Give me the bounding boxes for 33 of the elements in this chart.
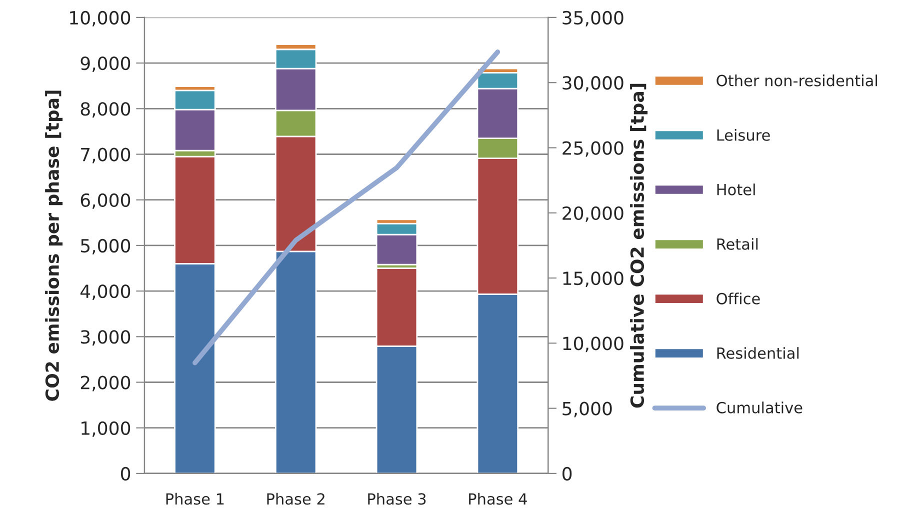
y2-tick-label: 20,000 bbox=[562, 206, 624, 222]
y-tick-label: 0 bbox=[120, 466, 130, 481]
y2-tick-label: 10,000 bbox=[563, 336, 624, 352]
y-tick-label: 7,000 bbox=[81, 148, 130, 164]
x-tick-label: Phase 2 bbox=[267, 492, 324, 505]
y2-tick-label: 35,000 bbox=[562, 10, 624, 26]
legend-label: Residential bbox=[717, 347, 799, 359]
y2-axis-title: Cumulative CO2 emissions [tpa] bbox=[630, 84, 648, 408]
y-tick-label: 2,000 bbox=[80, 376, 130, 392]
legend-label: Leisure bbox=[717, 129, 770, 141]
line-series bbox=[192, 50, 500, 366]
y-tick-label: 6,000 bbox=[80, 193, 130, 209]
y2-tick-label: 5,000 bbox=[562, 402, 612, 418]
x-tick-label: Phase 1 bbox=[166, 492, 224, 505]
y-tick-label: 8,000 bbox=[80, 102, 130, 118]
y2-tick-label: 0 bbox=[562, 466, 572, 481]
y-axis-title: CO2 emissions per phase [tpa] bbox=[45, 90, 63, 401]
x-tick-label: Phase 3 bbox=[368, 492, 426, 505]
y-tick-label: 1,000 bbox=[82, 421, 130, 437]
legend-label: Hotel bbox=[717, 184, 755, 196]
legend-label: Office bbox=[716, 292, 760, 304]
y-tick-label: 10,000 bbox=[70, 10, 130, 26]
y-tick-label: 9,000 bbox=[80, 56, 130, 72]
y-tick-label: 3,000 bbox=[80, 330, 130, 346]
y2-tick-label: 15,000 bbox=[563, 271, 624, 287]
x-tick-label: Phase 4 bbox=[469, 492, 527, 505]
legend-label: Cumulative bbox=[716, 402, 802, 414]
legend-label: Other non-residential bbox=[716, 74, 878, 86]
y-tick-label: 5,000 bbox=[80, 238, 130, 254]
legend-label: Retail bbox=[717, 238, 758, 250]
y2-tick-label: 25,000 bbox=[562, 141, 624, 157]
y2-tick-label: 30,000 bbox=[562, 76, 624, 92]
y-tick-label: 4,000 bbox=[80, 284, 130, 300]
